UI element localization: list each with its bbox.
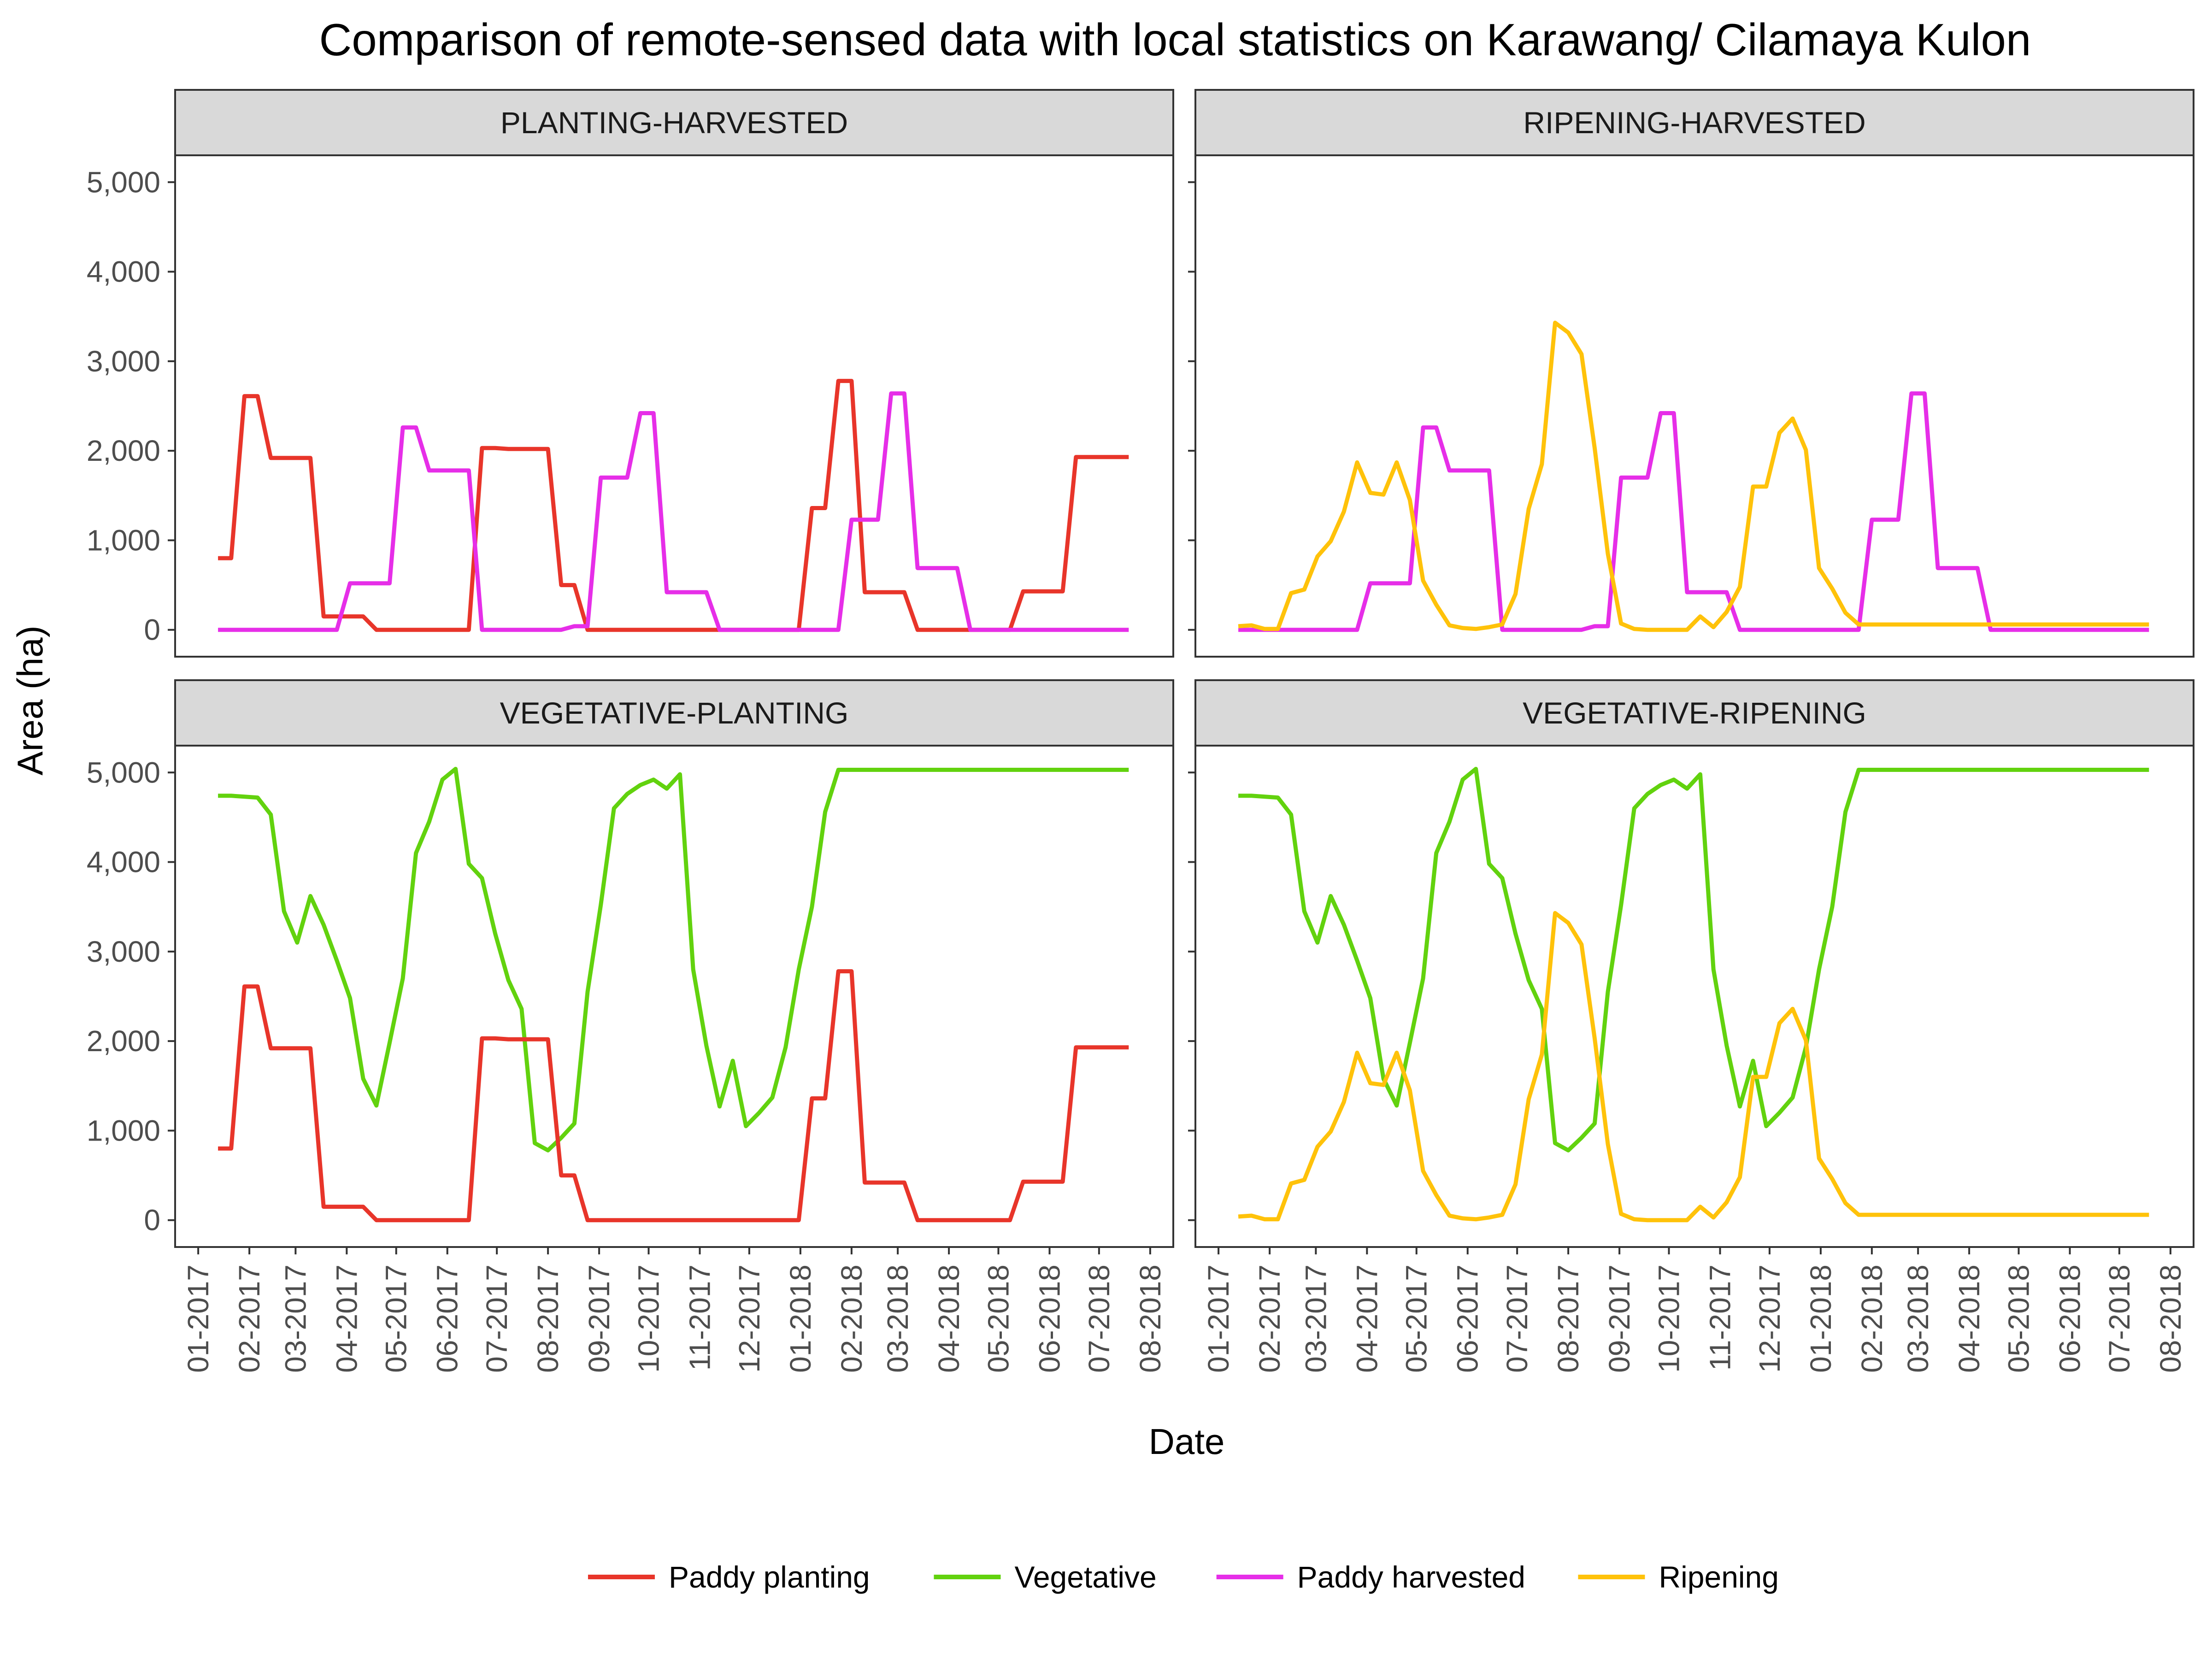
panel-border [174,745,1174,1248]
plot-area [1195,155,2194,657]
x-tick-label: 03-2018 [1901,1265,1935,1373]
x-tick-label: 11-2017 [683,1265,717,1371]
y-tick-label: 4,000 [87,255,160,288]
facet-strip [174,679,1174,747]
x-tick-label: 07-2017 [480,1265,513,1373]
facet-strip [1194,679,2194,747]
series-line-paddy-harvested [218,391,1129,632]
x-tick-label: 11-2017 [1704,1265,1737,1371]
series-lines [218,767,1129,1223]
legend-item-paddy-harvested: Paddy harvested [1216,1560,1525,1594]
x-tick-label: 02-2017 [1253,1265,1286,1373]
plot-area [1195,746,2194,1247]
y-tick-label: 5,000 [87,756,160,789]
y-tick-label: 1,000 [87,1114,160,1147]
x-tick-label: 06-2018 [2053,1265,2087,1373]
x-tick-label: 03-2017 [1299,1265,1332,1373]
x-tick-label: 02-2018 [1855,1265,1888,1373]
x-tick-label: 04-2018 [1953,1265,1986,1373]
facet-strip-label: VEGETATIVE-PLANTING [500,696,849,730]
x-tick-label: 07-2017 [1500,1265,1534,1373]
series-lines [218,379,1129,632]
y-tick-label: 0 [144,1204,160,1237]
x-tick-label: 02-2017 [233,1265,266,1373]
y-tick-label: 5,000 [87,165,160,199]
x-tick-label: 08-2017 [1552,1265,1585,1373]
x-tick-label: 01-2017 [182,1265,215,1373]
x-tick-label: 05-2018 [982,1265,1015,1373]
y-tick-label: 3,000 [87,345,160,378]
panel-planting-harvested: PLANTING-HARVESTED 0 1,000 2,000 3,000 4,000 5… [87,89,1174,658]
y-tick-label: 1,000 [87,524,160,557]
legend-label: Paddy planting [669,1560,870,1594]
legend: Paddy planting Vegetative Paddy harvested R… [588,1560,1779,1594]
x-tick-label: 02-2018 [835,1265,868,1373]
legend-item-paddy-planting: Paddy planting [588,1560,870,1594]
x-tick-label: 05-2017 [380,1265,413,1373]
x-tick-label: 05-2018 [2002,1265,2036,1373]
panel-vegetative-planting: VEGETATIVE-PLANTING 0 1,000 2,000 3,000 4,000… [87,679,1174,1373]
x-tick-label: 04-2017 [330,1265,363,1373]
panel-border [174,154,1174,658]
x-tick-label: 10-2017 [632,1265,665,1373]
series-line-ripening [1238,911,2149,1223]
series-line-paddy-planting [218,969,1129,1223]
panel-border [1194,745,2194,1248]
x-axis-title: Date [1149,1421,1225,1462]
facet-strip [1194,89,2194,156]
legend-label: Ripening [1659,1560,1779,1594]
panel-border [1194,154,2194,658]
x-tick-label: 09-2017 [582,1265,616,1373]
x-tick-label: 07-2018 [1082,1265,1116,1373]
y-axis-title: Area (ha) [10,625,50,775]
x-tick-label: 09-2017 [1603,1265,1636,1373]
facet-strip-label: RIPENING-HARVESTED [1523,106,1865,140]
x-tick-label: 04-2018 [932,1265,965,1373]
legend-item-ripening: Ripening [1578,1560,1779,1594]
x-tick-label: 01-2017 [1202,1265,1235,1373]
x-tick-label: 08-2017 [531,1265,565,1373]
legend-item-vegetative: Vegetative [934,1560,1157,1594]
y-tick-label: 0 [144,613,160,647]
x-tick-label: 01-2018 [784,1265,817,1373]
series-line-ripening [1238,320,2149,632]
series-line-paddy-harvested [1238,391,2149,632]
x-tick-label: 05-2017 [1400,1265,1433,1373]
legend-label: Paddy harvested [1297,1560,1525,1594]
panel-vegetative-ripening: VEGETATIVE-RIPENING 01-2017 02-2017 03-2017… [1188,679,2194,1373]
x-tick-label: 06-2018 [1033,1265,1066,1373]
x-tick-label: 03-2017 [279,1265,312,1373]
facet-strip-label: PLANTING-HARVESTED [500,106,848,140]
legend-label: Vegetative [1014,1560,1156,1594]
x-tick-label: 01-2018 [1804,1265,1837,1373]
x-tick-label: 06-2017 [431,1265,464,1373]
series-line-vegetative [1238,767,2149,1153]
x-tick-label: 08-2018 [1134,1265,1167,1373]
x-tick-label: 03-2018 [881,1265,914,1373]
x-tick-label: 10-2017 [1653,1265,1686,1373]
plot-area [175,155,1173,657]
series-lines [1238,320,2149,632]
x-tick-label: 06-2017 [1451,1265,1484,1373]
y-tick-label: 2,000 [87,434,160,467]
y-tick-label: 3,000 [87,935,160,968]
y-tick-label: 2,000 [87,1024,160,1058]
x-tick-label: 04-2017 [1350,1265,1383,1373]
panel-ripening-harvested: RIPENING-HARVESTED [1188,89,2194,658]
facet-strip [174,89,1174,156]
x-tick-label: 12-2017 [733,1265,766,1373]
facet-panels: PLANTING-HARVESTED 0 1,000 2,000 3,000 4,000 5… [87,89,2194,1373]
series-line-vegetative [218,767,1129,1153]
y-tick-label: 4,000 [87,846,160,879]
x-tick-label: 07-2018 [2103,1265,2136,1373]
series-lines [1238,767,2149,1223]
x-tick-label: 08-2018 [2154,1265,2187,1373]
chart-title: Comparison of remote-sensed data with lo… [319,14,2031,65]
plot-area [175,746,1173,1247]
facet-strip-label: VEGETATIVE-RIPENING [1523,696,1866,730]
x-tick-label: 12-2017 [1753,1265,1786,1373]
